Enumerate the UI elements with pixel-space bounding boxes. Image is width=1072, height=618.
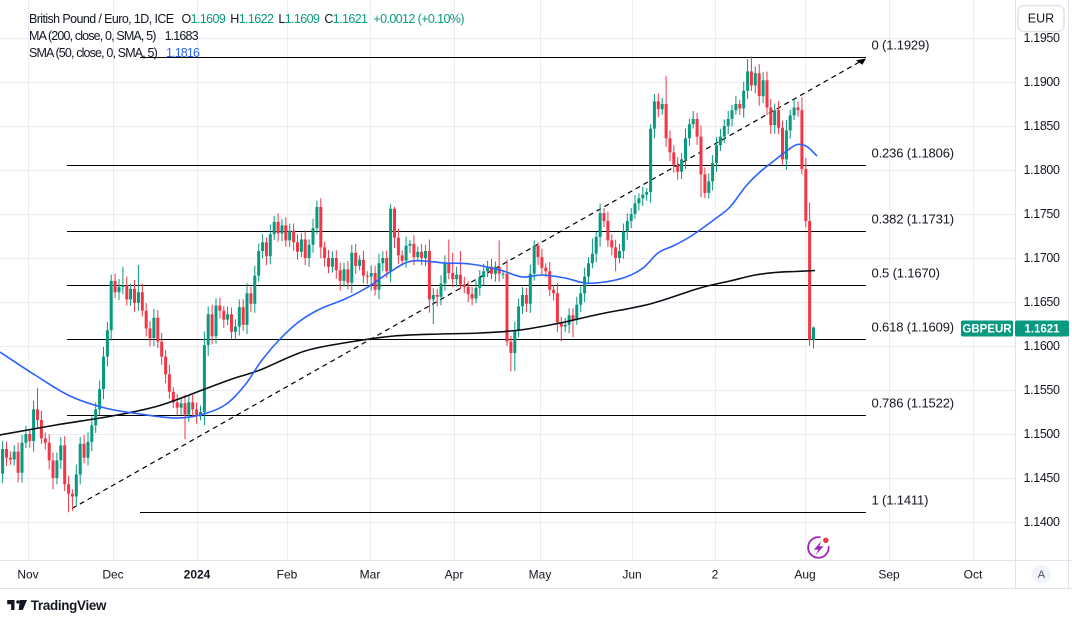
svg-text:A: A [1038, 569, 1046, 581]
svg-text:SMA (50, close, 0, SMA, 5)1.18: SMA (50, close, 0, SMA, 5) 1.1816 [29, 46, 200, 60]
svg-text:0.382 (1.1731): 0.382 (1.1731) [872, 212, 954, 227]
svg-text:1.1500: 1.1500 [1024, 427, 1061, 441]
svg-text:GBPEUR: GBPEUR [962, 324, 1012, 336]
svg-text:Oct: Oct [964, 568, 983, 582]
svg-text:May: May [529, 568, 552, 582]
svg-text:0.618 (1.1609): 0.618 (1.1609) [872, 320, 954, 335]
svg-text:MA (200, close, 0, SMA, 5)1.16: MA (200, close, 0, SMA, 5) 1.1683 [29, 29, 199, 43]
svg-text:Apr: Apr [445, 568, 464, 582]
svg-text:1.1750: 1.1750 [1024, 207, 1061, 221]
svg-text:1.1800: 1.1800 [1024, 163, 1061, 177]
svg-text:Nov: Nov [17, 568, 38, 582]
svg-text:1.1550: 1.1550 [1024, 383, 1061, 397]
svg-text:2: 2 [712, 568, 719, 582]
svg-text:EUR: EUR [1028, 12, 1054, 26]
svg-text:1.1600: 1.1600 [1024, 339, 1061, 353]
svg-text:Feb: Feb [277, 568, 298, 582]
svg-text:1 (1.1411): 1 (1.1411) [872, 493, 929, 508]
svg-text:Jun: Jun [622, 568, 641, 582]
svg-text:TradingView: TradingView [31, 598, 107, 613]
svg-text:Sep: Sep [878, 568, 900, 582]
svg-text:0.5 (1.1670): 0.5 (1.1670) [872, 266, 940, 281]
svg-text:Mar: Mar [360, 568, 381, 582]
svg-text:0.786 (1.1522): 0.786 (1.1522) [872, 396, 954, 411]
svg-text:Aug: Aug [794, 568, 815, 582]
svg-text:1.1850: 1.1850 [1024, 119, 1061, 133]
svg-text:0.236 (1.1806): 0.236 (1.1806) [872, 146, 954, 161]
svg-text:1.1700: 1.1700 [1024, 251, 1061, 265]
svg-text:Dec: Dec [102, 568, 123, 582]
svg-text:2024: 2024 [184, 568, 211, 582]
svg-text:1.1950: 1.1950 [1024, 31, 1061, 45]
svg-text:1.1900: 1.1900 [1024, 75, 1061, 89]
svg-text:0 (1.1929): 0 (1.1929) [872, 38, 930, 53]
svg-text:1.1621: 1.1621 [1024, 324, 1060, 336]
svg-text:1.1400: 1.1400 [1024, 515, 1061, 529]
svg-text:1.1450: 1.1450 [1024, 471, 1061, 485]
svg-text:1.1650: 1.1650 [1024, 295, 1061, 309]
